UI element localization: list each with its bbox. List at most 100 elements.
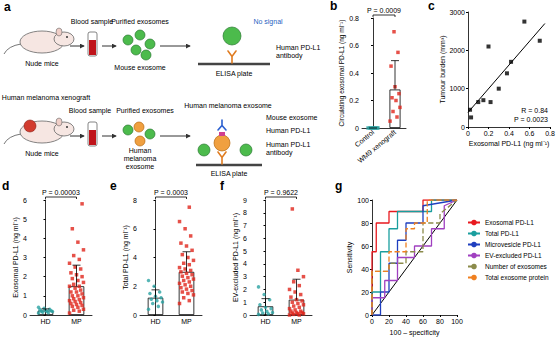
- svg-text:P = 0.0003: P = 0.0003: [154, 189, 188, 196]
- svg-text:ELISA plate: ELISA plate: [216, 70, 253, 78]
- svg-text:0: 0: [355, 125, 359, 132]
- svg-text:8: 8: [243, 209, 247, 216]
- svg-text:80: 80: [436, 318, 444, 325]
- svg-text:20: 20: [361, 289, 369, 296]
- svg-text:3000: 3000: [449, 9, 465, 16]
- svg-text:100 – specificity: 100 – specificity: [390, 329, 440, 337]
- svg-text:P = 0.0009: P = 0.0009: [367, 7, 401, 14]
- svg-text:f: f: [220, 179, 225, 193]
- svg-text:P = 0.9622: P = 0.9622: [264, 189, 298, 196]
- svg-text:6: 6: [133, 225, 137, 232]
- svg-text:0.6: 0.6: [349, 42, 359, 49]
- svg-text:6: 6: [243, 235, 247, 242]
- svg-text:2000: 2000: [449, 47, 465, 54]
- svg-text:b: b: [330, 0, 337, 13]
- svg-text:Human PD-L1antibody: Human PD-L1antibody: [266, 141, 310, 157]
- svg-text:3: 3: [23, 254, 27, 261]
- svg-text:80: 80: [361, 220, 369, 227]
- svg-text:R = 0.84: R = 0.84: [521, 107, 548, 114]
- svg-text:60: 60: [419, 318, 427, 325]
- svg-text:EV-excluded PD-L1 (ng ml⁻¹): EV-excluded PD-L1 (ng ml⁻¹): [232, 213, 240, 302]
- svg-text:9: 9: [243, 197, 247, 204]
- svg-text:100: 100: [357, 197, 369, 204]
- svg-text:0.6: 0.6: [525, 130, 535, 137]
- svg-text:Blood sample: Blood sample: [69, 107, 112, 115]
- svg-text:WM9 xenograft: WM9 xenograft: [356, 128, 398, 165]
- svg-text:60: 60: [361, 243, 369, 250]
- svg-text:Purified exosomes: Purified exosomes: [116, 107, 174, 114]
- svg-text:2: 2: [133, 283, 137, 290]
- svg-text:Human PD-L1antibody: Human PD-L1antibody: [276, 44, 320, 60]
- svg-text:Humanmelanomaexosome: Humanmelanomaexosome: [124, 147, 157, 170]
- svg-text:Number of exosomes: Number of exosomes: [485, 263, 548, 270]
- svg-text:0.4: 0.4: [349, 70, 359, 77]
- svg-text:2: 2: [243, 286, 247, 293]
- svg-text:0.2: 0.2: [484, 130, 494, 137]
- svg-text:40: 40: [361, 266, 369, 273]
- svg-text:Nude mice: Nude mice: [25, 60, 59, 67]
- svg-text:1: 1: [243, 299, 247, 306]
- svg-text:g: g: [335, 179, 342, 193]
- svg-text:HD: HD: [40, 318, 50, 325]
- svg-text:Purified exosomes: Purified exosomes: [111, 18, 169, 25]
- svg-text:100: 100: [451, 318, 463, 325]
- svg-text:MP: MP: [291, 318, 302, 325]
- svg-text:HD: HD: [260, 318, 270, 325]
- svg-text:1000: 1000: [449, 85, 465, 92]
- svg-text:5: 5: [243, 248, 247, 255]
- svg-text:Mouse exosome: Mouse exosome: [266, 114, 317, 121]
- svg-text:MP: MP: [181, 318, 192, 325]
- svg-text:40: 40: [402, 318, 410, 325]
- svg-text:HD: HD: [150, 318, 160, 325]
- svg-text:Total PD-L1 (ng ml⁻¹): Total PD-L1 (ng ml⁻¹): [122, 225, 130, 290]
- svg-text:c: c: [428, 0, 435, 13]
- svg-text:P = 0.00003: P = 0.00003: [42, 189, 80, 196]
- svg-text:Nude mice: Nude mice: [25, 150, 59, 157]
- svg-text:0.8: 0.8: [545, 130, 555, 137]
- svg-text:Human PD-L1: Human PD-L1: [266, 127, 310, 134]
- svg-text:P = 0.0023: P = 0.0023: [514, 116, 548, 123]
- svg-text:Exosomal PD-L1 (ng ml⁻¹): Exosomal PD-L1 (ng ml⁻¹): [12, 217, 20, 298]
- svg-text:Human melanoma exosome: Human melanoma exosome: [184, 102, 272, 109]
- svg-text:8: 8: [133, 197, 137, 204]
- svg-text:Exosomal PD-L1 (ng ml⁻¹): Exosomal PD-L1 (ng ml⁻¹): [469, 140, 550, 148]
- svg-text:7: 7: [243, 222, 247, 229]
- svg-text:5: 5: [23, 216, 27, 223]
- svg-text:Human melanoma xenograft: Human melanoma xenograft: [2, 94, 90, 102]
- svg-text:EV-excluded PD-L1: EV-excluded PD-L1: [485, 252, 542, 259]
- svg-text:0: 0: [243, 312, 247, 319]
- svg-text:0: 0: [461, 124, 465, 131]
- svg-text:0.4: 0.4: [504, 130, 514, 137]
- svg-text:Circulating exosomal PD-L1 (ng: Circulating exosomal PD-L1 (ng ml⁻¹): [338, 20, 346, 127]
- svg-text:Exosomal PD-L1: Exosomal PD-L1: [485, 219, 534, 226]
- svg-text:0.8: 0.8: [349, 15, 359, 22]
- svg-text:Control: Control: [353, 128, 376, 149]
- svg-text:Mouse exosome: Mouse exosome: [114, 64, 165, 71]
- svg-text:0: 0: [370, 318, 374, 325]
- svg-text:2: 2: [23, 273, 27, 280]
- svg-text:ELISA plate: ELISA plate: [211, 170, 248, 178]
- svg-text:20: 20: [385, 318, 393, 325]
- svg-text:Total PD-L1: Total PD-L1: [485, 230, 519, 237]
- svg-text:Blood sample: Blood sample: [71, 18, 114, 26]
- svg-text:Microvesicle PD-L1: Microvesicle PD-L1: [485, 241, 541, 248]
- svg-text:4: 4: [133, 254, 137, 261]
- svg-text:6: 6: [23, 197, 27, 204]
- svg-text:e: e: [110, 179, 117, 193]
- svg-text:d: d: [2, 179, 9, 193]
- svg-text:Total exosome protein: Total exosome protein: [485, 274, 549, 282]
- svg-text:3: 3: [243, 273, 247, 280]
- svg-text:1: 1: [23, 292, 27, 299]
- svg-text:0: 0: [466, 130, 470, 137]
- svg-text:a: a: [4, 0, 11, 14]
- svg-text:Tumour burden (mm³): Tumour burden (mm³): [439, 35, 447, 103]
- svg-text:Sensitivity: Sensitivity: [346, 241, 354, 273]
- svg-text:4: 4: [23, 235, 27, 242]
- svg-text:0: 0: [23, 312, 27, 319]
- svg-text:0: 0: [133, 312, 137, 319]
- svg-text:0: 0: [365, 312, 369, 319]
- svg-text:4: 4: [243, 260, 247, 267]
- svg-text:0.2: 0.2: [349, 97, 359, 104]
- svg-text:MP: MP: [71, 318, 82, 325]
- svg-text:No signal: No signal: [253, 18, 283, 26]
